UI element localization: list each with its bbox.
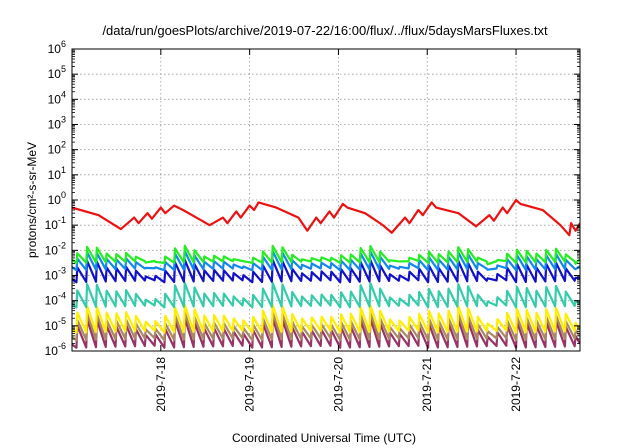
- series-line-5: [72, 250, 580, 272]
- series-line-4: [72, 258, 580, 284]
- y-tick-label: 10-1: [45, 215, 66, 232]
- y-tick-label: 10-6: [45, 341, 66, 358]
- x-tick-label: 2019-7-19: [243, 357, 257, 412]
- series-line-7: [72, 198, 580, 237]
- x-tick-labels: 2019-7-18 2019-7-19 2019-7-20 2019-7-21 2019…: [154, 357, 523, 412]
- y-tick-label: 10-4: [45, 291, 66, 308]
- x-tick-label: 2019-7-22: [509, 357, 523, 412]
- series-line-6: [72, 244, 580, 266]
- y-axis-label: protons/cm²-s-sr-MeV: [25, 142, 39, 258]
- y-tick-label: 105: [48, 64, 66, 81]
- y-tick-label: 104: [48, 89, 66, 106]
- y-tick-label: 10-3: [45, 266, 66, 283]
- y-tick-label: 100: [48, 190, 66, 207]
- x-tick-label: 2019-7-20: [331, 357, 345, 412]
- series-layer: [72, 198, 580, 349]
- y-tick-label: 106: [48, 39, 66, 56]
- y-tick-label: 10-5: [45, 316, 66, 333]
- y-tick-label: 10-2: [45, 240, 66, 257]
- x-axis-label: Coordinated Universal Time (UTC): [232, 431, 416, 445]
- x-tick-label: 2019-7-21: [420, 357, 434, 412]
- chart-title: /data/run/goesPlots/archive/2019-07-22/1…: [102, 23, 548, 38]
- y-tick-label: 103: [48, 115, 66, 132]
- y-tick-label: 101: [48, 165, 66, 182]
- series-line-2: [72, 303, 580, 334]
- grid-lines: [72, 49, 580, 351]
- series-line-3: [72, 281, 580, 309]
- x-tick-label: 2019-7-18: [154, 357, 168, 412]
- series-line-1: [72, 311, 580, 342]
- y-tick-labels: 10-6 10-5 10-4 10-3 10-2 10-1 100 101 102 103 104 1…: [45, 39, 66, 358]
- y-tick-label: 102: [48, 140, 66, 157]
- tick-marks: [72, 48, 580, 352]
